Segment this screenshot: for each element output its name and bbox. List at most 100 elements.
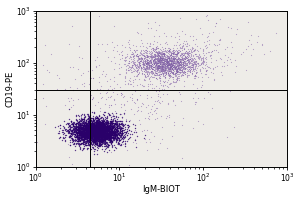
Point [69, 129, 74, 133]
Point [79, 129, 84, 132]
Point [177, 38, 182, 41]
Point [249, 54, 254, 57]
Point [102, 135, 106, 138]
Point [101, 129, 106, 133]
Point [96, 133, 101, 136]
Point [152, 62, 156, 66]
Point [128, 55, 133, 58]
Point [106, 137, 110, 140]
Point [169, 66, 174, 69]
Point [174, 69, 178, 72]
Point [91, 143, 95, 146]
Point [166, 86, 171, 89]
Point [186, 64, 191, 67]
Point [99, 130, 103, 133]
Point [97, 125, 102, 128]
Point [106, 128, 111, 131]
Point [98, 134, 103, 137]
Point [143, 68, 148, 72]
Point [170, 57, 175, 60]
Point [121, 128, 126, 131]
Point [94, 132, 99, 135]
Point [88, 117, 92, 120]
Point [102, 123, 106, 126]
Point [181, 71, 186, 75]
Point [98, 130, 102, 133]
Point [134, 53, 139, 56]
Point [130, 64, 135, 68]
Point [141, 53, 146, 57]
Point [109, 120, 113, 124]
Point [98, 132, 102, 136]
Point [140, 60, 145, 63]
Point [105, 136, 110, 139]
Point [77, 130, 82, 133]
Point [161, 68, 166, 72]
Point [70, 142, 75, 145]
Point [176, 48, 181, 52]
Point [160, 60, 165, 63]
Point [129, 68, 134, 72]
Point [175, 61, 180, 64]
Point [83, 123, 88, 126]
Point [182, 70, 187, 74]
Point [78, 135, 83, 138]
Point [110, 135, 114, 138]
Point [175, 63, 179, 67]
Point [98, 128, 103, 131]
Point [115, 83, 119, 86]
Point [158, 56, 163, 59]
Point [161, 59, 166, 62]
Point [166, 59, 171, 63]
Point [165, 65, 170, 68]
Point [107, 144, 112, 147]
Point [90, 130, 95, 133]
Point [91, 139, 96, 142]
Point [104, 136, 109, 139]
Point [107, 129, 112, 133]
Point [131, 48, 136, 52]
Point [96, 132, 101, 135]
Point [106, 122, 111, 125]
Point [103, 136, 108, 139]
Point [94, 127, 99, 130]
Point [87, 140, 92, 143]
Point [74, 135, 78, 138]
Point [136, 66, 140, 69]
Point [120, 129, 125, 132]
Point [93, 132, 98, 135]
Point [169, 49, 174, 53]
Point [87, 83, 92, 86]
Point [88, 136, 93, 140]
Point [90, 130, 95, 133]
Point [145, 65, 150, 69]
Point [151, 54, 155, 57]
Point [199, 62, 204, 65]
Point [150, 55, 154, 58]
Point [77, 124, 82, 128]
Point [77, 126, 82, 129]
Point [116, 141, 120, 144]
Point [172, 72, 177, 75]
Point [183, 61, 188, 64]
Point [113, 133, 118, 137]
Point [69, 96, 74, 99]
Point [88, 130, 93, 133]
Point [98, 129, 103, 132]
Point [148, 27, 153, 30]
Point [169, 51, 173, 54]
Point [100, 120, 104, 123]
Point [94, 119, 99, 122]
Point [100, 130, 105, 133]
Point [149, 56, 154, 59]
Point [101, 122, 106, 125]
Point [137, 94, 142, 97]
Point [82, 129, 87, 132]
Point [85, 70, 90, 73]
Point [161, 74, 166, 77]
Point [88, 136, 93, 140]
Point [93, 116, 98, 120]
Point [160, 83, 165, 86]
Point [95, 119, 100, 122]
Point [103, 126, 107, 129]
